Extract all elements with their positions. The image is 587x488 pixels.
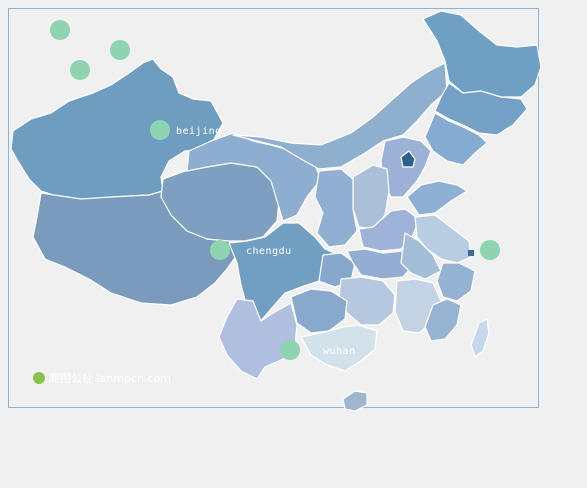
province-shaanxi[interactable] — [314, 168, 358, 248]
province-liaoning[interactable] — [424, 112, 488, 166]
province-heilongjiang[interactable] — [422, 10, 542, 98]
marker-wuhan[interactable] — [280, 340, 300, 360]
marker-2[interactable] — [110, 40, 130, 60]
watermark-text: 昵图公社 lanmpcn.com — [49, 371, 171, 385]
marker-beijing[interactable] — [150, 120, 170, 140]
province-zhejiang[interactable] — [436, 262, 476, 302]
marker-chengdu[interactable] — [210, 240, 230, 260]
province-shanghai[interactable] — [468, 250, 474, 256]
province-inner-mongolia[interactable] — [232, 62, 448, 170]
province-guangxi[interactable] — [300, 324, 378, 372]
province-hainan[interactable] — [342, 390, 368, 412]
province-shanxi[interactable] — [352, 164, 390, 230]
label-chengdu: chengdu — [246, 246, 292, 257]
label-wuhan: wuhan — [323, 346, 356, 357]
province-jilin[interactable] — [434, 82, 528, 136]
marker-3[interactable] — [70, 60, 90, 80]
province-shandong[interactable] — [406, 180, 468, 216]
province-guizhou[interactable] — [290, 288, 348, 334]
province-fujian[interactable] — [424, 298, 462, 342]
map-frame: beijing chengdu wuhan 昵图公社 lanmpcn.com — [8, 8, 542, 412]
province-beijing[interactable] — [400, 150, 416, 168]
province-jiangsu[interactable] — [414, 214, 472, 264]
province-taiwan[interactable] — [470, 318, 490, 358]
province-tibet[interactable] — [32, 190, 238, 306]
marker-1[interactable] — [50, 20, 70, 40]
province-yunnan[interactable] — [218, 298, 298, 380]
watermark-logo-icon — [33, 372, 45, 384]
province-anhui[interactable] — [400, 232, 442, 280]
watermark: 昵图公社 lanmpcn.com — [33, 371, 171, 385]
label-beijing: beijing — [176, 126, 222, 137]
marker-east[interactable] — [480, 240, 500, 260]
